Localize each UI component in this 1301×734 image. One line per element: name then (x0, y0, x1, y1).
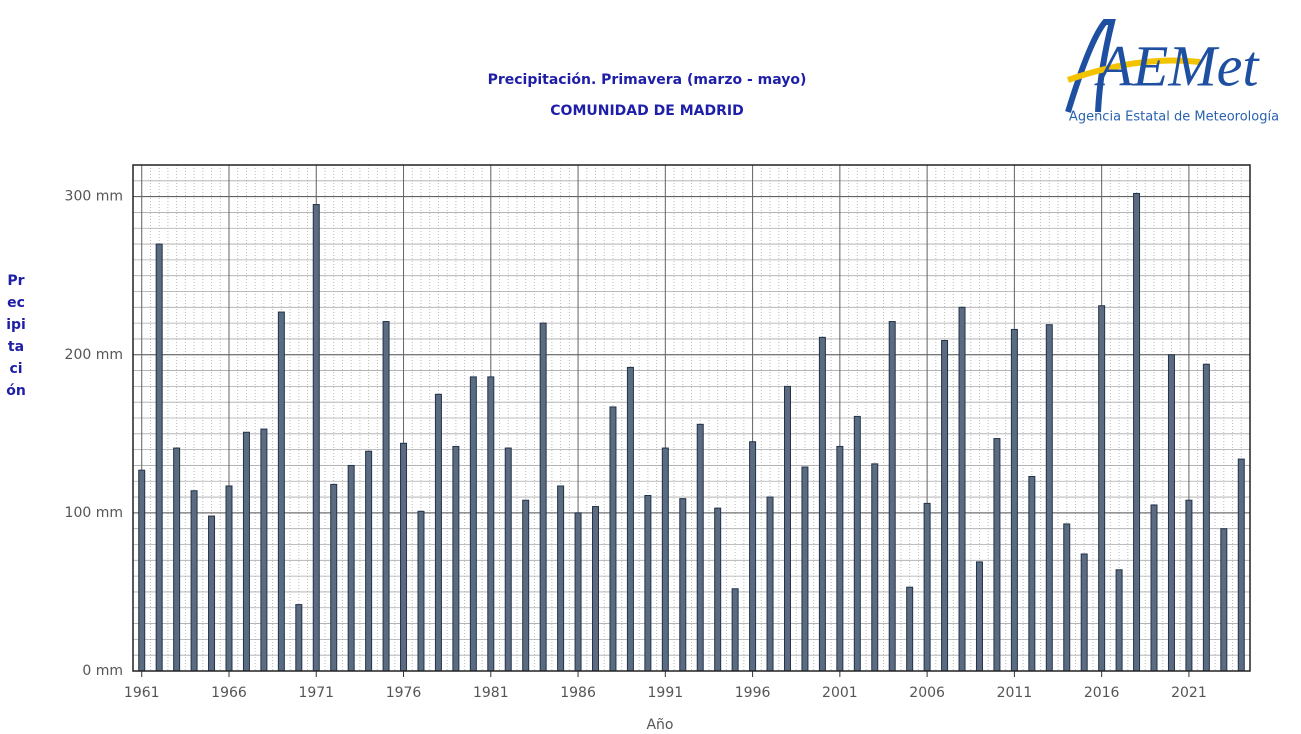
bar (1028, 476, 1036, 672)
bar (365, 450, 373, 672)
bar (836, 445, 844, 672)
y-tick-label: 100 mm (65, 505, 123, 521)
bar (1063, 523, 1071, 672)
logo-swoosh (1067, 57, 1201, 83)
y-tick-label: 0 mm (82, 663, 123, 679)
bar (522, 499, 530, 672)
bar (190, 490, 198, 672)
logo-caption: Agencia Estatal de Meteorología (1069, 110, 1279, 125)
bar (609, 406, 617, 672)
chart-subtitle: COMUNIDAD DE MADRID (550, 103, 743, 119)
bar (277, 311, 285, 672)
bar (504, 447, 512, 672)
bar (400, 442, 408, 672)
bar (1098, 305, 1106, 672)
bar (225, 485, 233, 672)
bar (818, 336, 826, 672)
bar (260, 428, 268, 672)
bar (1115, 569, 1123, 672)
bar (714, 507, 722, 672)
bar (557, 485, 565, 672)
bar (1202, 363, 1210, 672)
bar (539, 322, 547, 672)
bar (975, 561, 983, 672)
x-tick-label: 2021 (1171, 685, 1207, 701)
bar (679, 498, 687, 672)
bar (696, 423, 704, 672)
bar (731, 588, 739, 672)
bar (958, 306, 966, 672)
bar (888, 321, 896, 672)
bar (661, 447, 669, 672)
bar (295, 604, 303, 672)
bar (853, 415, 861, 672)
bar (574, 512, 582, 672)
bar (242, 431, 250, 672)
bar (452, 445, 460, 672)
bar (749, 441, 757, 672)
bar (592, 506, 600, 672)
plot-frame (132, 164, 1251, 672)
x-tick-label: 1996 (735, 685, 771, 701)
bar (1080, 553, 1088, 672)
bar (993, 438, 1001, 672)
bar (1010, 328, 1018, 672)
x-tick-label: 1981 (473, 685, 509, 701)
x-tick-label: 1961 (124, 685, 160, 701)
x-tick-label: 2016 (1084, 685, 1120, 701)
bar (871, 463, 879, 672)
x-tick-label: 2011 (997, 685, 1033, 701)
bar (626, 366, 634, 672)
x-tick-label: 1971 (298, 685, 334, 701)
bar (347, 464, 355, 672)
bar (644, 494, 652, 672)
bar (487, 376, 495, 672)
bar (1237, 458, 1245, 672)
bar (1220, 528, 1228, 672)
bar (1185, 499, 1193, 672)
bar (1167, 354, 1175, 672)
x-tick-label: 1991 (648, 685, 684, 701)
bar (1045, 324, 1053, 672)
bar (312, 204, 320, 672)
logo-text: AEMet (1093, 33, 1260, 98)
logo-mark (1065, 19, 1116, 113)
bar (417, 510, 425, 672)
bar (382, 321, 390, 672)
bar (155, 243, 163, 672)
bar (801, 466, 809, 672)
bar (783, 385, 791, 672)
y-tick-label: 300 mm (65, 189, 123, 205)
y-axis-label: Precipitación (6, 273, 26, 399)
x-tick-label: 1976 (386, 685, 422, 701)
bar (941, 340, 949, 672)
x-axis-label: Año (646, 717, 673, 733)
bar (469, 376, 477, 672)
x-tick-label: 2001 (822, 685, 858, 701)
bar (906, 586, 914, 672)
y-tick-label: 200 mm (65, 347, 123, 363)
bar (1133, 192, 1141, 672)
bar (138, 469, 146, 672)
bar (766, 496, 774, 672)
chart-title: Precipitación. Primavera (marzo - mayo) (488, 72, 807, 88)
bar (923, 502, 931, 672)
x-tick-label: 1966 (211, 685, 247, 701)
bar (208, 515, 216, 672)
bar (173, 447, 181, 672)
x-tick-label: 2006 (909, 685, 945, 701)
bar (330, 483, 338, 672)
bar (1150, 504, 1158, 672)
bar (434, 393, 442, 672)
x-tick-label: 1986 (560, 685, 596, 701)
